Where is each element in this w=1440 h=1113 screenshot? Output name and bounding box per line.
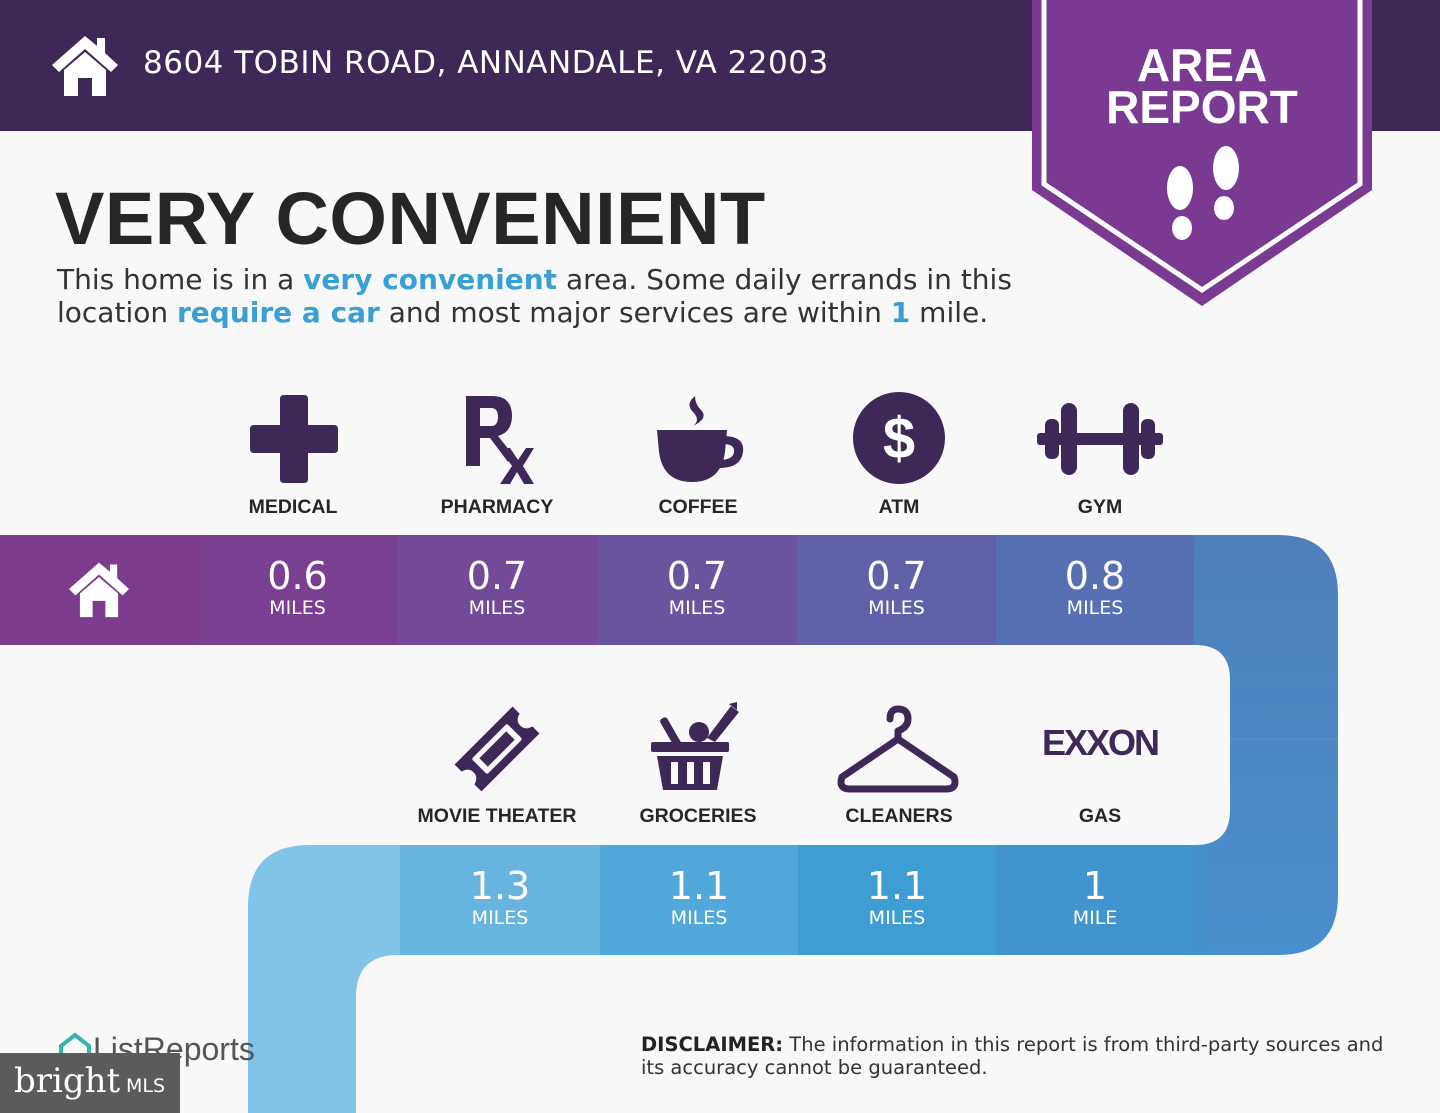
dollar-icon: $	[853, 392, 945, 484]
category-label-gym: GYM	[1077, 496, 1123, 518]
category-label-atm: ATM	[878, 496, 920, 518]
house-icon	[69, 562, 129, 618]
category-label-gas: GAS	[1078, 805, 1122, 827]
medical-cross-icon	[250, 395, 338, 483]
property-address: 8604 TOBIN ROAD, ANNANDALE, VA 22003	[143, 45, 829, 81]
bright-mls-logo: bright MLS	[0, 1053, 180, 1113]
convenience-description: This home is in a very convenient area. …	[57, 263, 1012, 329]
category-label-pharmacy: PHARMACY	[440, 496, 554, 518]
area-report-title: AREA REPORT	[1106, 39, 1298, 133]
distance-cell-movie-theater: 1.3 MILES	[400, 845, 600, 955]
category-label-movie-theater: MOVIE THEATER	[417, 805, 577, 827]
svg-text:$: $	[883, 406, 915, 471]
category-label-cleaners: CLEANERS	[845, 805, 953, 827]
category-label-coffee: COFFEE	[658, 496, 738, 518]
category-label-medical: MEDICAL	[248, 496, 338, 518]
dumbbell-icon	[1037, 403, 1163, 475]
distance-cell-medical: 0.6 MILES	[198, 535, 397, 645]
ticket-icon	[454, 706, 540, 792]
distance-cell-gym: 0.8 MILES	[996, 535, 1194, 645]
pharmacy-rx-icon	[466, 396, 534, 484]
house-icon	[52, 36, 118, 96]
area-report-banner	[1032, 0, 1372, 306]
grocery-basket-icon	[651, 702, 739, 790]
exxon-logo: EXXON	[1041, 722, 1160, 763]
distance-cell-groceries: 1.1 MILES	[600, 845, 798, 955]
distance-cell-atm: 0.7 MILES	[797, 535, 996, 645]
category-label-groceries: GROCERIES	[639, 805, 757, 827]
coffee-cup-icon	[657, 396, 744, 482]
distance-cell-coffee: 0.7 MILES	[597, 535, 797, 645]
distance-cell-pharmacy: 0.7 MILES	[397, 535, 597, 645]
page-title: VERY CONVENIENT	[55, 177, 766, 260]
distance-cell-cleaners: 1.1 MILES	[798, 845, 996, 955]
distance-cell-gas: 1 MILE	[996, 845, 1194, 955]
hanger-icon	[837, 705, 959, 793]
disclaimer: DISCLAIMER: The information in this repo…	[641, 1033, 1384, 1079]
footprints-icon	[1167, 146, 1239, 240]
start-home-cell	[0, 535, 198, 645]
